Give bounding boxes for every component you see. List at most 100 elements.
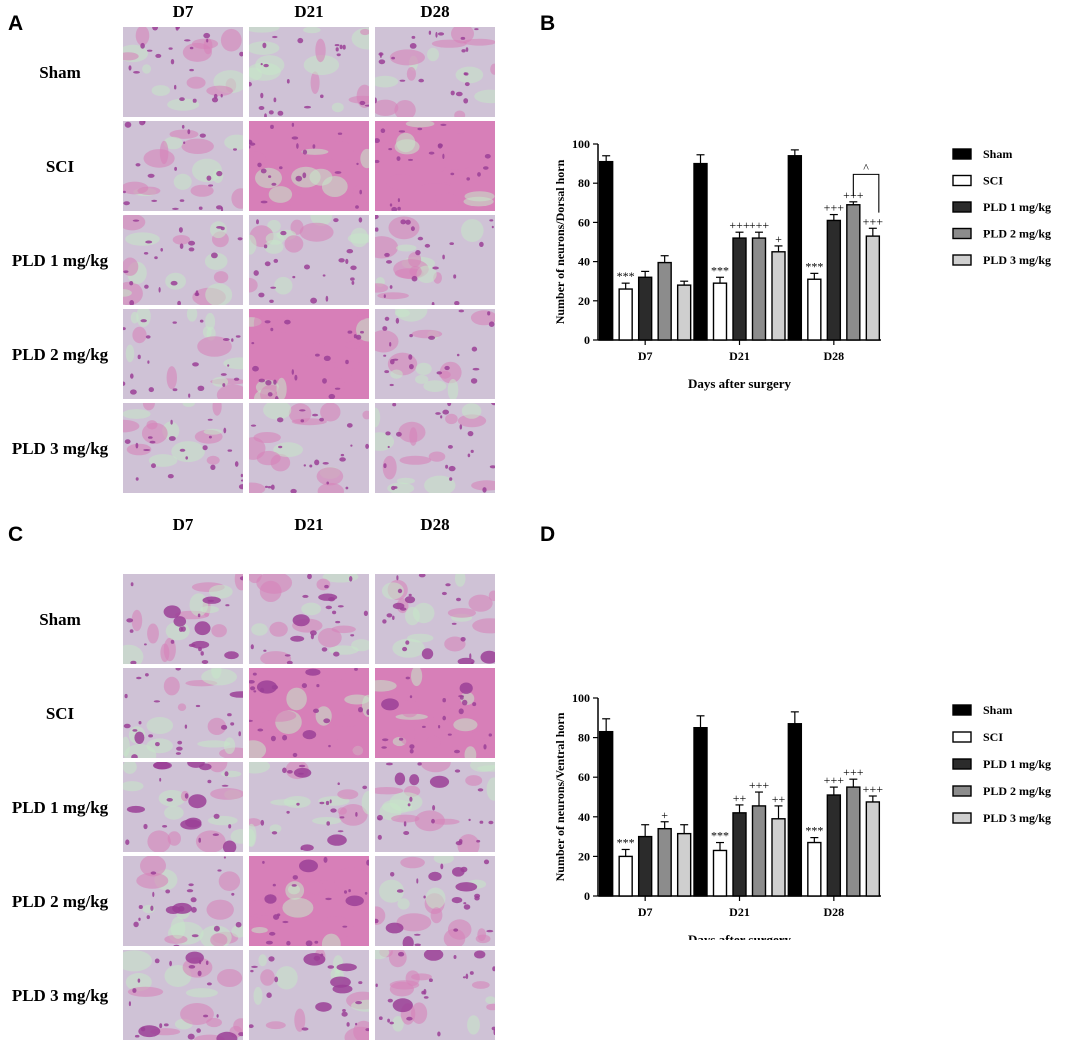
- significance-label: +++: [863, 214, 884, 228]
- bar: [732, 812, 747, 897]
- row-label-4: PLD 3 mg/kg: [11, 986, 109, 1005]
- x-tick-label: D28: [823, 905, 844, 919]
- y-axis-title: Number of neurons/Dorsal horn: [553, 159, 567, 324]
- row-label-3: PLD 2 mg/kg: [11, 892, 109, 911]
- column-header-d21: D21: [294, 2, 324, 21]
- legend-label: PLD 1 mg/kg: [983, 757, 1051, 771]
- micrograph-a-r3-c2: [375, 309, 495, 399]
- legend-swatch: [952, 731, 972, 743]
- row-label-0: Sham: [39, 610, 81, 629]
- bar: [751, 805, 767, 897]
- micrograph-a-r2-c1: [249, 215, 369, 305]
- comparison-bracket: [852, 173, 880, 213]
- bar: [807, 278, 822, 341]
- legend-swatch: [952, 148, 972, 160]
- micrograph-c-r3-c0: [123, 856, 243, 946]
- bar: [732, 237, 747, 341]
- panel-letter-d: D: [540, 523, 556, 546]
- micrograph-c-r0-c2: [375, 574, 495, 664]
- significance-label: ***: [617, 269, 635, 283]
- bar: [751, 237, 767, 341]
- micrograph-c-r3-c1: [249, 856, 369, 946]
- significance-label: ++: [772, 792, 786, 806]
- significance-label: +++: [863, 782, 884, 796]
- x-tick-label: D21: [729, 349, 750, 363]
- micrograph-a-r0-c2: [375, 27, 495, 117]
- bar: [676, 284, 692, 341]
- micrograph-a-r4-c0: [123, 403, 243, 493]
- legend-label: Sham: [983, 147, 1012, 161]
- bar: [618, 288, 633, 341]
- y-tick-label: 20: [578, 294, 590, 308]
- legend-label: PLD 2 mg/kg: [983, 227, 1051, 241]
- y-tick-label: 80: [578, 176, 590, 190]
- bar: [787, 155, 803, 341]
- significance-label: +++: [824, 773, 845, 787]
- micrograph-a-r3-c1: [249, 309, 369, 399]
- significance-label: ++: [733, 791, 747, 805]
- bar: [771, 251, 786, 341]
- bar: [846, 786, 861, 897]
- significance-label: +++: [749, 218, 770, 232]
- bar: [712, 849, 728, 897]
- bar: [618, 855, 633, 897]
- significance-label: +++: [729, 218, 750, 232]
- x-tick-label: D28: [823, 349, 844, 363]
- micrograph-a-r2-c0: [123, 215, 243, 305]
- micrograph-a-r0-c1: [249, 27, 369, 117]
- micrograph-c-r4-c2: [375, 950, 495, 1040]
- column-header-d7: D7: [172, 2, 194, 21]
- legend-swatch: [952, 758, 972, 770]
- bar: [846, 204, 861, 341]
- bar: [657, 261, 672, 341]
- significance-label: +: [775, 232, 782, 246]
- micrograph-c-r0-c1: [249, 574, 369, 664]
- column-header-d28: D28: [420, 2, 450, 21]
- row-label-0: Sham: [39, 63, 81, 82]
- row-label-2: PLD 1 mg/kg: [11, 798, 109, 817]
- micrograph-c-r2-c0: [123, 762, 243, 852]
- y-tick-label: 0: [584, 333, 590, 347]
- legend-label: SCI: [983, 730, 1003, 744]
- legend-label: PLD 3 mg/kg: [983, 811, 1051, 825]
- bar: [637, 276, 653, 341]
- micrograph-c-r1-c0: [123, 668, 243, 758]
- micrograph-a-r0-c0: [123, 27, 243, 117]
- legend-label: Sham: [983, 703, 1012, 717]
- micrograph-a-r3-c0: [123, 309, 243, 399]
- bar: [865, 801, 881, 897]
- significance-label: ***: [805, 259, 823, 273]
- significance-label: ***: [805, 824, 823, 838]
- y-tick-label: 80: [578, 731, 590, 745]
- micrograph-c-r1-c1: [249, 668, 369, 758]
- micrograph-c-r2-c1: [249, 762, 369, 852]
- micrograph-c-r4-c1: [249, 950, 369, 1040]
- x-tick-label: D21: [729, 905, 750, 919]
- panel-letter-c: C: [8, 523, 24, 546]
- y-tick-label: 40: [578, 255, 590, 269]
- significance-label: ***: [617, 835, 635, 849]
- bar: [657, 827, 672, 897]
- bar: [826, 219, 842, 341]
- significance-label: ***: [711, 829, 729, 843]
- row-label-1: SCI: [45, 704, 75, 723]
- bar: [637, 835, 653, 897]
- micrograph-a-r4-c2: [375, 403, 495, 493]
- micrograph-a-r1-c0: [123, 121, 243, 211]
- bar: [807, 841, 822, 897]
- legend-label: PLD 3 mg/kg: [983, 253, 1051, 267]
- micrograph-c-r3-c2: [375, 856, 495, 946]
- y-tick-label: 0: [584, 889, 590, 903]
- y-tick-label: 60: [578, 215, 590, 229]
- significance-label: +++: [843, 765, 864, 779]
- row-label-1: SCI: [45, 157, 75, 176]
- significance-label: +: [661, 808, 668, 822]
- bar: [826, 794, 842, 897]
- micrograph-a-r1-c1: [249, 121, 369, 211]
- legend-swatch: [952, 227, 972, 240]
- column-header-d21: D21: [294, 515, 324, 534]
- legend-swatch: [952, 174, 972, 187]
- legend-label: SCI: [983, 174, 1003, 188]
